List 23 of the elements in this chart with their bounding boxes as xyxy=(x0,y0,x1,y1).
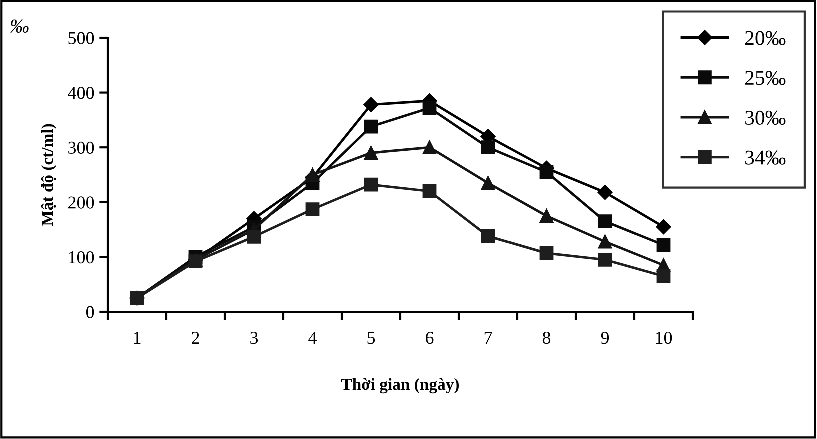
x-tick-label: 8 xyxy=(542,332,551,344)
y-tick-label: 400 xyxy=(68,87,94,100)
legend-label: 25‰ xyxy=(745,71,786,86)
y-tick-label: 100 xyxy=(69,251,94,264)
x-tick-label: 4 xyxy=(308,332,317,344)
text: ‰ xyxy=(10,20,29,33)
y-tick-label: 0 xyxy=(86,306,94,318)
legend-label: 30‰ xyxy=(746,110,786,126)
legend-label: 34‰ xyxy=(746,150,786,165)
x-tick-label: 2 xyxy=(192,332,200,344)
x-tick-label: 1 xyxy=(134,332,141,344)
y-tick-label: 500 xyxy=(68,32,94,44)
y-tick-label: 300 xyxy=(68,142,94,154)
x-tick-label: 5 xyxy=(368,332,376,344)
legend-label: 20‰ xyxy=(745,31,786,46)
y-tick-label: 200 xyxy=(68,196,94,209)
x-tick-label: 7 xyxy=(484,332,492,344)
x-tick-label: 6 xyxy=(426,332,434,344)
x-tick-label: 9 xyxy=(601,332,610,344)
x-axis-title: Thời gian (ngày) xyxy=(342,378,460,394)
y-axis-title: Mật độ (ct/ml) xyxy=(41,124,57,226)
x-tick-label: 3 xyxy=(250,332,258,344)
x-tick-label: 10 xyxy=(656,332,672,344)
